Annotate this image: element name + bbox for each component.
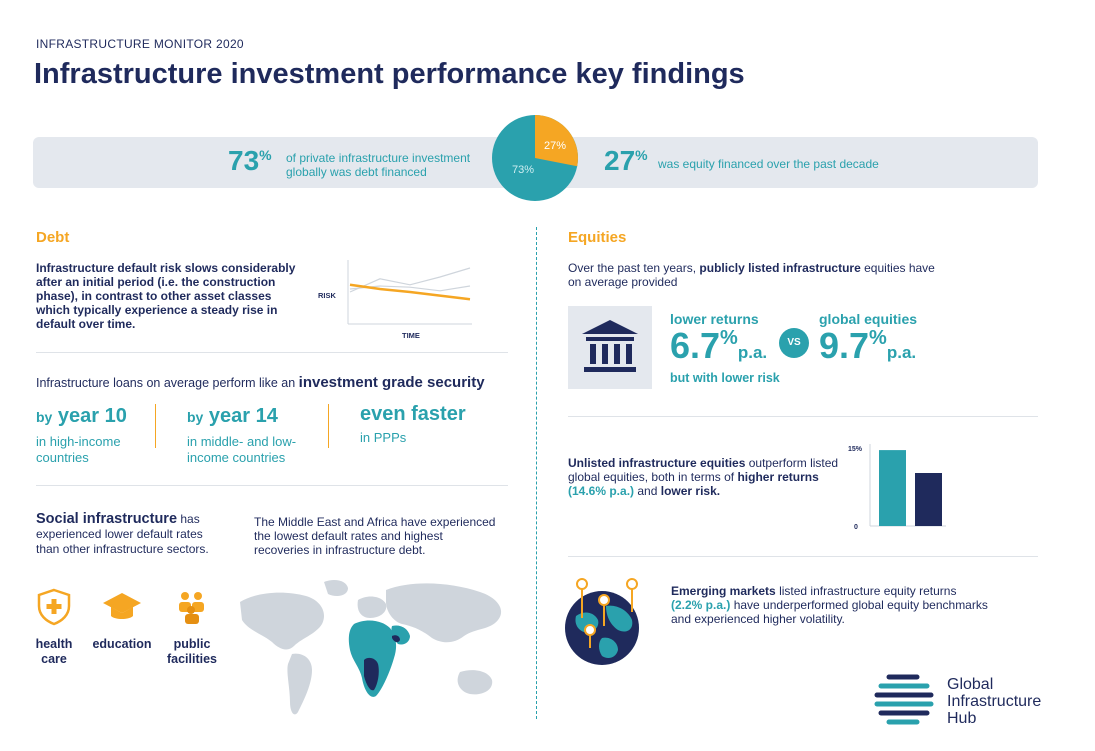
lower-returns-label: lower returns bbox=[670, 311, 759, 327]
divider bbox=[568, 556, 1038, 557]
equities-heading: Equities bbox=[568, 229, 627, 246]
stat-ppps: even faster in PPPs bbox=[360, 403, 466, 445]
risk-axis-label: RISK bbox=[318, 291, 337, 300]
equity-share-stat: 27% bbox=[604, 145, 648, 176]
bank-building-icon bbox=[582, 320, 638, 372]
emerging-markets-globe-icon bbox=[565, 578, 639, 665]
world-map bbox=[240, 580, 502, 715]
shield-plus-icon bbox=[37, 588, 71, 626]
icon-label-education: education bbox=[92, 637, 152, 651]
global-infrastructure-hub-logo-mark bbox=[874, 674, 934, 725]
time-axis-label: TIME bbox=[402, 331, 420, 340]
vs-badge: VS bbox=[779, 328, 809, 358]
column-divider bbox=[536, 227, 537, 719]
stat-separator bbox=[155, 404, 156, 448]
debt-intro: Infrastructure default risk slows consid… bbox=[36, 261, 296, 331]
page-title: Infrastructure investment performance ke… bbox=[34, 58, 745, 90]
icon-label-health-care: health care bbox=[35, 637, 73, 666]
bar-global-equities bbox=[915, 473, 942, 526]
equity-share-text: was equity financed over the past decade bbox=[658, 157, 879, 171]
debt-heading: Debt bbox=[36, 229, 70, 246]
stat-separator bbox=[328, 404, 329, 448]
report-kicker: INFRASTRUCTURE MONITOR 2020 bbox=[36, 37, 244, 51]
graduation-cap-icon bbox=[103, 593, 141, 619]
bar-unlisted-infrastructure bbox=[879, 450, 906, 526]
debt-share-text: of private infrastructure investment glo… bbox=[286, 151, 471, 179]
global-infrastructure-hub-logo-text: Global Infrastructure Hub bbox=[947, 676, 1042, 727]
risk-series-line bbox=[349, 267, 471, 293]
divider bbox=[568, 416, 1038, 417]
lower-risk-label: but with lower risk bbox=[670, 371, 780, 385]
stat-year-10: by year 10 in high-income countries bbox=[36, 405, 127, 465]
y-tick-0: 0 bbox=[854, 524, 858, 531]
unlisted-equities-text: Unlisted infrastructure equities outperf… bbox=[568, 456, 839, 498]
risk-series-line bbox=[349, 283, 471, 301]
pie-label-debt: 73% bbox=[512, 164, 534, 176]
unlisted-returns-bar-chart: 15% 0 bbox=[848, 444, 946, 531]
y-tick-15: 15% bbox=[848, 446, 863, 453]
pie-label-equity: 27% bbox=[544, 140, 566, 152]
africa-middle-east-highlight bbox=[348, 620, 410, 697]
people-group-icon bbox=[179, 592, 204, 624]
divider bbox=[36, 352, 508, 353]
equities-intro: Over the past ten years, publicly listed… bbox=[568, 261, 935, 289]
emerging-markets-text: Emerging markets listed infrastructure e… bbox=[671, 584, 988, 626]
loans-statement: Infrastructure loans on average perform … bbox=[36, 374, 485, 391]
divider bbox=[36, 485, 508, 486]
stat-year-14: by year 14 in middle- and low-income cou… bbox=[187, 405, 297, 465]
icon-label-public-facilities: public facilities bbox=[166, 637, 218, 666]
lower-returns-value: 6.7%p.a. bbox=[670, 325, 768, 366]
global-equities-value: 9.7%p.a. bbox=[819, 325, 917, 366]
bank-icon-tile bbox=[568, 306, 652, 389]
global-equities-label: global equities bbox=[819, 311, 918, 327]
financing-pie-chart: 27% 73% bbox=[492, 115, 578, 201]
pie-slice-equity bbox=[535, 115, 578, 167]
debt-share-stat: 73% bbox=[228, 145, 272, 176]
social-infrastructure-text: Social infrastructure has experienced lo… bbox=[36, 511, 209, 557]
mea-text: The Middle East and Africa have experien… bbox=[254, 515, 496, 557]
default-risk-chart: RISK TIME bbox=[318, 260, 472, 340]
